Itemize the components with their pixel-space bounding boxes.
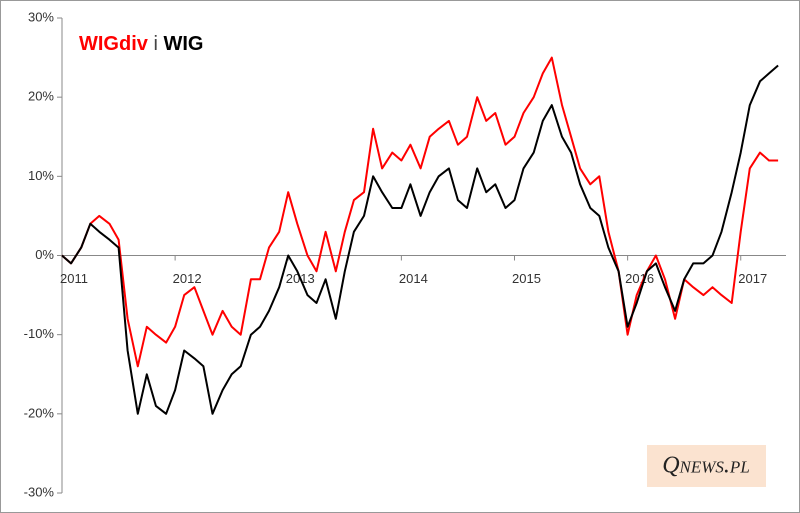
x-tick-label: 2015 [512,271,541,286]
x-tick-label: 2016 [625,271,654,286]
legend-entry: WIGdiv [79,33,149,55]
series-line [61,64,779,415]
y-tick-label: -20% [24,405,55,420]
x-tick-label: 2014 [399,271,428,286]
watermark: Qnews.pl [662,453,750,479]
legend-entry: WIG [163,33,203,55]
watermark-box [647,445,766,487]
y-tick-label: 0% [35,247,54,262]
y-tick-label: 30% [28,9,54,24]
x-tick-label: 2017 [738,271,767,286]
y-tick-label: 20% [28,89,54,104]
series-line [61,56,779,368]
x-tick-label: 2011 [60,271,88,286]
y-tick-label: -10% [24,326,55,341]
y-tick-label: -30% [24,484,55,499]
x-tick-label: 2012 [173,271,202,286]
y-tick-label: 10% [28,168,54,183]
legend-joiner: i [153,33,157,55]
legend-title: WIGdiv i WIG [79,33,203,55]
